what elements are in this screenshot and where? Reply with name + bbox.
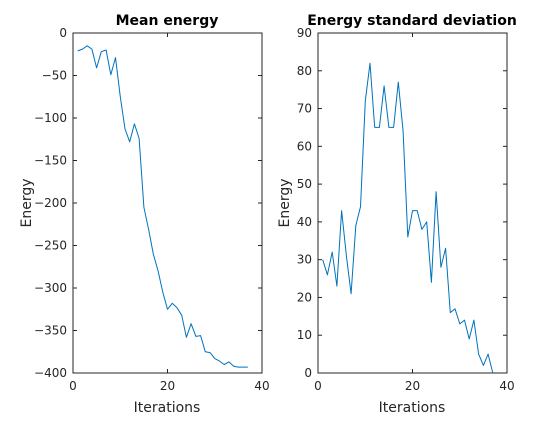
y-axis-label: Energy	[19, 178, 35, 227]
x-axis-label: Iterations	[379, 400, 446, 416]
x-tick-label: 0	[314, 379, 322, 393]
y-tick-label: −400	[34, 366, 67, 380]
y-tick-label: 90	[297, 26, 312, 40]
chart-title: Energy standard deviation	[307, 13, 517, 29]
y-tick-label: −300	[34, 281, 67, 295]
chart-title: Mean energy	[116, 13, 219, 29]
y-tick-label: 0	[59, 26, 67, 40]
series-line	[77, 45, 248, 368]
y-tick-label: 50	[297, 177, 312, 191]
y-tick-label: −50	[42, 69, 67, 83]
y-tick-label: −350	[34, 324, 67, 338]
x-tick-label: 20	[160, 379, 175, 393]
y-tick-label: 80	[297, 64, 312, 78]
y-tick-label: −200	[34, 196, 67, 210]
axes: 0 20 40 0 −50 −100 −150 −200 −250 −300 −350 −400	[34, 26, 270, 393]
axes: 0 20 40 0 10 20 30 40 50 60 70 80 90	[297, 26, 515, 393]
y-tick-label: 40	[297, 215, 312, 229]
series-line	[322, 62, 494, 374]
y-tick-label: 10	[297, 328, 312, 342]
chart-mean-energy: Mean energy Iterations Energy 0 20 40 0 −50 −…	[19, 13, 270, 416]
y-tick-label: −150	[34, 154, 67, 168]
x-tick-label: 20	[405, 379, 420, 393]
y-tick-label: 20	[297, 290, 312, 304]
x-tick-label: 40	[254, 379, 269, 393]
y-tick-label: −100	[34, 111, 67, 125]
chart-energy-std: Energy standard deviation Iterations Ene…	[277, 13, 517, 416]
y-tick-label: 60	[297, 139, 312, 153]
y-tick-label: 70	[297, 102, 312, 116]
x-axis-label: Iterations	[134, 400, 201, 416]
y-tick-label: 30	[297, 253, 312, 267]
y-tick-label: 0	[304, 366, 312, 380]
x-tick-label: 0	[69, 379, 77, 393]
y-axis-label: Energy	[277, 178, 293, 227]
y-tick-label: −250	[34, 239, 67, 253]
x-tick-label: 40	[499, 379, 514, 393]
